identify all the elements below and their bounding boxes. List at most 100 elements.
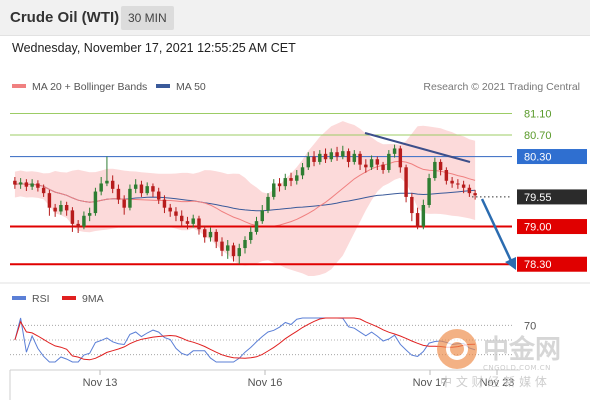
watermark-domain: CNGOLD.COM.CN — [483, 364, 551, 372]
candle-body — [415, 213, 420, 227]
price-levels: 81.10 80.70 80.30 79.55 79.00 78.30 — [10, 108, 587, 272]
copyright-text: Research © 2021 Trading Central — [423, 81, 580, 93]
candle-body — [346, 151, 351, 162]
ma20-legend-label: MA 20 + Bollinger Bands — [32, 81, 147, 93]
level-label-bg — [517, 149, 587, 165]
candle-body — [87, 213, 92, 216]
candle-body — [70, 210, 75, 224]
candle-body — [318, 153, 322, 162]
watermark: 中金网 CNGOLD.COM.CN 中 文 财 经 新 媒 体 — [437, 329, 561, 389]
candle-body — [289, 178, 293, 181]
candle-body — [168, 207, 172, 212]
level-label-bg — [517, 256, 587, 272]
candle-body — [404, 167, 408, 197]
candle-body — [433, 161, 437, 179]
candle-body — [110, 180, 115, 189]
watermark-brand: 中金网 — [483, 334, 561, 365]
x-axis-ticks: Nov 13 Nov 16 Nov 17 Nov 23 — [83, 370, 515, 389]
candle-body — [93, 191, 98, 214]
level-label: 80.30 — [524, 152, 552, 164]
candle-body — [30, 183, 34, 187]
candle-body — [99, 183, 103, 192]
rsi-ma9-line — [14, 317, 476, 361]
candle-body — [392, 148, 397, 154]
ma50-legend-label: MA 50 — [176, 81, 206, 93]
level-label: 79.55 — [524, 192, 552, 204]
candle-body — [145, 186, 149, 194]
x-tick-label: Nov 16 — [248, 377, 283, 389]
candle-body — [156, 191, 161, 200]
candle-body — [364, 164, 368, 168]
ma50-legend-swatch — [156, 84, 170, 88]
level-label-bg — [517, 219, 587, 235]
candle-body — [226, 245, 230, 251]
candle-body — [249, 231, 253, 240]
level-label: 79.00 — [524, 222, 552, 234]
candle-body — [277, 183, 282, 187]
x-tick-label: Nov 23 — [480, 377, 515, 389]
candle-body — [450, 180, 454, 184]
x-tick-label: Nov 17 — [413, 377, 448, 389]
rsi-level-label: 70 — [524, 320, 536, 332]
candle-body — [323, 153, 328, 160]
timeframe-badge[interactable]: 30 MIN — [121, 6, 174, 30]
level-label: 78.30 — [524, 259, 552, 271]
rsi-line — [14, 317, 476, 363]
candle-body — [461, 184, 466, 188]
rsi-legend: RSI 9MA — [12, 293, 104, 305]
candle-body — [36, 183, 40, 188]
candle-body — [47, 193, 52, 208]
instrument-title: Crude Oil (WTI) — [10, 9, 120, 26]
candle-body — [133, 184, 138, 189]
ma9-legend-label: 9MA — [82, 293, 104, 305]
candle-body — [116, 188, 121, 200]
candle-body — [24, 182, 29, 187]
x-tick-label: Nov 13 — [83, 377, 118, 389]
price-legend: MA 20 + Bollinger Bands MA 50 — [12, 81, 206, 93]
ma20-line — [14, 160, 476, 228]
watermark-logo-inner — [446, 338, 468, 360]
candle-body — [312, 156, 316, 162]
candle-body — [427, 178, 431, 205]
candle-body — [438, 161, 443, 170]
candle-body — [375, 159, 380, 165]
candle-body — [341, 151, 345, 157]
candle-body — [151, 186, 155, 192]
candle-body — [410, 196, 414, 214]
candle-body — [18, 182, 23, 185]
candle-body — [64, 205, 69, 211]
rsi-legend-label: RSI — [32, 293, 50, 305]
candle-body — [295, 175, 299, 181]
candle-body — [421, 205, 426, 227]
price-chart: MA 20 + Bollinger Bands MA 50 Research ©… — [0, 81, 590, 400]
candlesticks — [13, 144, 477, 265]
candle-body — [329, 152, 334, 160]
forecast-arrow-head — [505, 257, 516, 270]
level-label: 81.10 — [524, 108, 552, 120]
candle-body — [214, 231, 218, 242]
timestamp: Wednesday, November 17, 2021 12:55:25 AM… — [12, 41, 296, 55]
candle-body — [387, 153, 391, 170]
candle-body — [272, 183, 276, 197]
candle-body — [128, 188, 132, 208]
forecast-arrow-shaft — [480, 198, 514, 264]
chart-header: Crude Oil (WTI) 30 MIN — [0, 0, 590, 36]
candle-body — [82, 215, 86, 227]
candle-body — [13, 180, 17, 185]
level-label-bg — [517, 189, 587, 205]
candle-body — [174, 211, 178, 216]
candle-body — [358, 153, 362, 165]
candle-body — [300, 167, 305, 176]
ma9-legend-swatch — [62, 296, 76, 300]
candle-body — [243, 240, 247, 249]
candle-body — [76, 223, 80, 227]
candle-body — [231, 245, 236, 257]
level-label: 80.70 — [524, 130, 552, 142]
candle-body — [41, 187, 46, 194]
candle-body — [208, 231, 213, 238]
rsi-levels: 70 — [10, 320, 536, 356]
candle-body — [122, 199, 126, 208]
candle-body — [456, 183, 460, 185]
candle-body — [335, 152, 339, 157]
rsi-legend-swatch — [12, 296, 26, 300]
